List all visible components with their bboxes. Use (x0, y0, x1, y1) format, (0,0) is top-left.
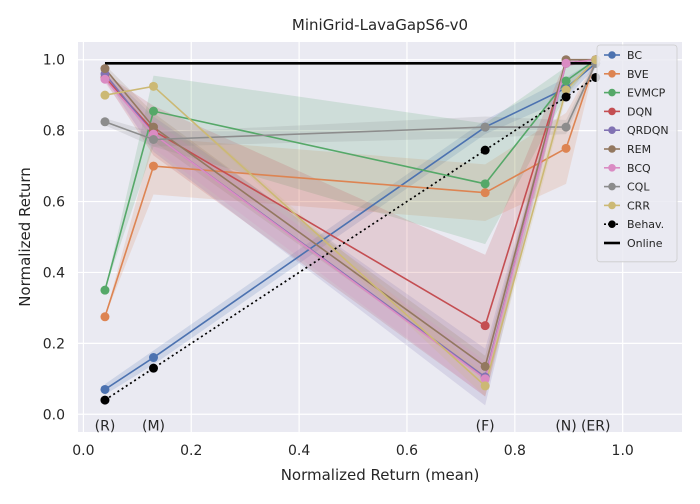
data-point-bc (100, 384, 110, 394)
data-point-evmcp (100, 285, 110, 295)
y-tick-label: 1.0 (43, 53, 65, 69)
legend-label-online: Online (627, 237, 663, 250)
point-layer (100, 55, 601, 405)
legend: BC BVE EVMCP DQN QRDQN REM BCQ CQL CRR Behav. Onli… (596, 44, 678, 263)
legend-label-qrdqn: QRDQN (627, 124, 669, 137)
dataset-label: (R) (95, 418, 116, 434)
dataset-label: (M) (142, 418, 165, 434)
y-tick-label: 0.6 (43, 195, 65, 211)
y-tick-label: 0.4 (43, 265, 65, 281)
y-tick-label: 0.0 (43, 407, 65, 423)
legend-marker-bc (608, 51, 616, 59)
y-tick-label: 0.2 (43, 336, 65, 352)
data-point-cql (149, 135, 158, 144)
series-band-bve (104, 59, 596, 317)
x-axis-label: Normalized Return (mean) (281, 466, 480, 484)
dataset-labels: (R) (M) (F) (N) (ER) (95, 418, 611, 434)
legend-marker-behav (608, 220, 616, 228)
data-point-bcq (100, 74, 110, 84)
chart-title: MiniGrid-LavaGapS6-v0 (292, 16, 468, 34)
y-tick-label: 0.8 (43, 124, 65, 140)
x-tick-label: 0.6 (396, 443, 418, 459)
dataset-label: (N) (555, 418, 576, 434)
data-point-evmcp (149, 106, 158, 116)
data-point-behav (100, 395, 110, 405)
data-point-evmcp (561, 76, 571, 86)
legend-label-behav: Behav. (627, 218, 664, 231)
legend-marker-rem (608, 145, 616, 153)
x-tick-label: 0.4 (288, 443, 310, 459)
data-point-bc (149, 353, 158, 363)
data-point-cql (561, 122, 571, 132)
data-point-rem (149, 122, 158, 132)
y-axis-label: Normalized Return (16, 167, 34, 307)
data-point-dqn (480, 321, 490, 331)
data-point-behav (149, 363, 158, 373)
data-point-crr (100, 90, 110, 100)
series-band-cql (104, 59, 596, 147)
data-point-behav (561, 92, 571, 102)
legend-label-evmcp: EVMCP (627, 87, 666, 100)
legend-marker-bve (608, 70, 616, 78)
data-point-evmcp (480, 179, 490, 189)
data-point-cql (480, 122, 490, 132)
x-tick-label: 0.2 (180, 443, 202, 459)
legend-marker-cql (608, 182, 616, 191)
data-point-behav (480, 145, 490, 155)
legend-label-bc: BC (627, 49, 642, 62)
x-tick-label: 0.8 (504, 443, 526, 459)
legend-label-crr: CRR (627, 199, 650, 212)
data-point-crr (561, 85, 571, 95)
legend-label-bcq: BCQ (627, 162, 651, 175)
legend-marker-crr (608, 201, 616, 210)
data-point-bve (561, 143, 571, 153)
data-point-cql (100, 117, 110, 127)
series-band-bc (104, 59, 596, 395)
plot-area (78, 42, 682, 432)
legend-label-dqn: DQN (627, 105, 652, 118)
series-band-dqn (104, 59, 596, 397)
x-tick-labels: 0.0 0.2 0.4 0.6 0.8 1.0 (72, 443, 634, 459)
data-point-rem (100, 64, 110, 74)
data-point-bve (100, 312, 110, 322)
legend-label-cql: CQL (627, 181, 650, 194)
dataset-label: (ER) (581, 418, 611, 434)
data-point-bcq (561, 58, 571, 68)
data-point-crr (480, 381, 490, 391)
legend-marker-dqn (608, 107, 616, 116)
legend-marker-bcq (608, 164, 616, 172)
x-tick-label: 1.0 (612, 443, 634, 459)
legend-label-rem: REM (627, 143, 651, 156)
data-point-bve (149, 161, 158, 171)
data-point-bcq (480, 374, 490, 384)
data-point-crr (149, 81, 158, 91)
legend-marker-qrdqn (608, 126, 616, 134)
dataset-label: (F) (476, 418, 495, 434)
band-layer (104, 59, 596, 406)
legend-box (596, 44, 678, 263)
x-tick-label: 0.0 (72, 443, 94, 459)
legend-label-bve: BVE (627, 68, 649, 81)
legend-marker-evmcp (608, 88, 616, 97)
series-band-evmcp (104, 59, 596, 291)
y-tick-labels: 0.0 0.2 0.4 0.6 0.8 1.0 (43, 53, 65, 424)
data-point-rem (480, 361, 490, 371)
data-point-bve (480, 188, 490, 198)
